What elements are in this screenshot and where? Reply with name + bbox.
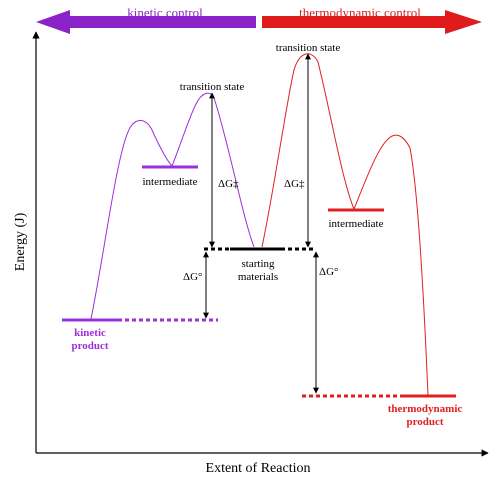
starting-materials-label-line2: materials	[238, 271, 278, 283]
kinetic-curve	[90, 92, 255, 320]
starting-materials: starting materials	[204, 247, 314, 283]
thermodynamic-product-label-line2: product	[406, 416, 443, 428]
energy-arrows: ΔG‡ ΔG° ΔG‡ ΔG°	[183, 53, 338, 394]
y-axis-label: Energy (J)	[13, 212, 28, 271]
kinetic-product-label-line1: kinetic	[74, 327, 106, 339]
kinetic-control-label: kinetic control	[127, 5, 203, 20]
intermediate-left-label: intermediate	[143, 176, 198, 188]
thermodynamic-control-arrow	[262, 10, 482, 34]
dg0-left-label: ΔG°	[183, 271, 202, 283]
control-banner: kinetic control thermodynamic control	[36, 5, 482, 34]
kinetic-pathway	[62, 92, 255, 322]
thermodynamic-product-label-line1: thermodynamic	[388, 403, 463, 415]
kinetic-product-label-line2: product	[71, 340, 108, 352]
kinetic-control-arrow	[36, 10, 256, 34]
x-axis-label: Extent of Reaction	[206, 461, 311, 476]
starting-materials-label-line1: starting	[242, 258, 275, 270]
axes: Energy (J) Extent of Reaction	[13, 31, 489, 476]
thermodynamic-pathway	[261, 53, 456, 398]
dg-ts-left-label: ΔG‡	[218, 178, 239, 190]
transition-state-left-label: transition state	[180, 81, 245, 93]
state-labels: transition state transition state interm…	[71, 42, 462, 428]
dg0-right-label: ΔG°	[319, 266, 338, 278]
dg-ts-right-label: ΔG‡	[284, 178, 305, 190]
thermodynamic-control-label: thermodynamic control	[299, 5, 421, 20]
intermediate-right-label: intermediate	[329, 218, 384, 230]
transition-state-right-label: transition state	[276, 42, 341, 54]
